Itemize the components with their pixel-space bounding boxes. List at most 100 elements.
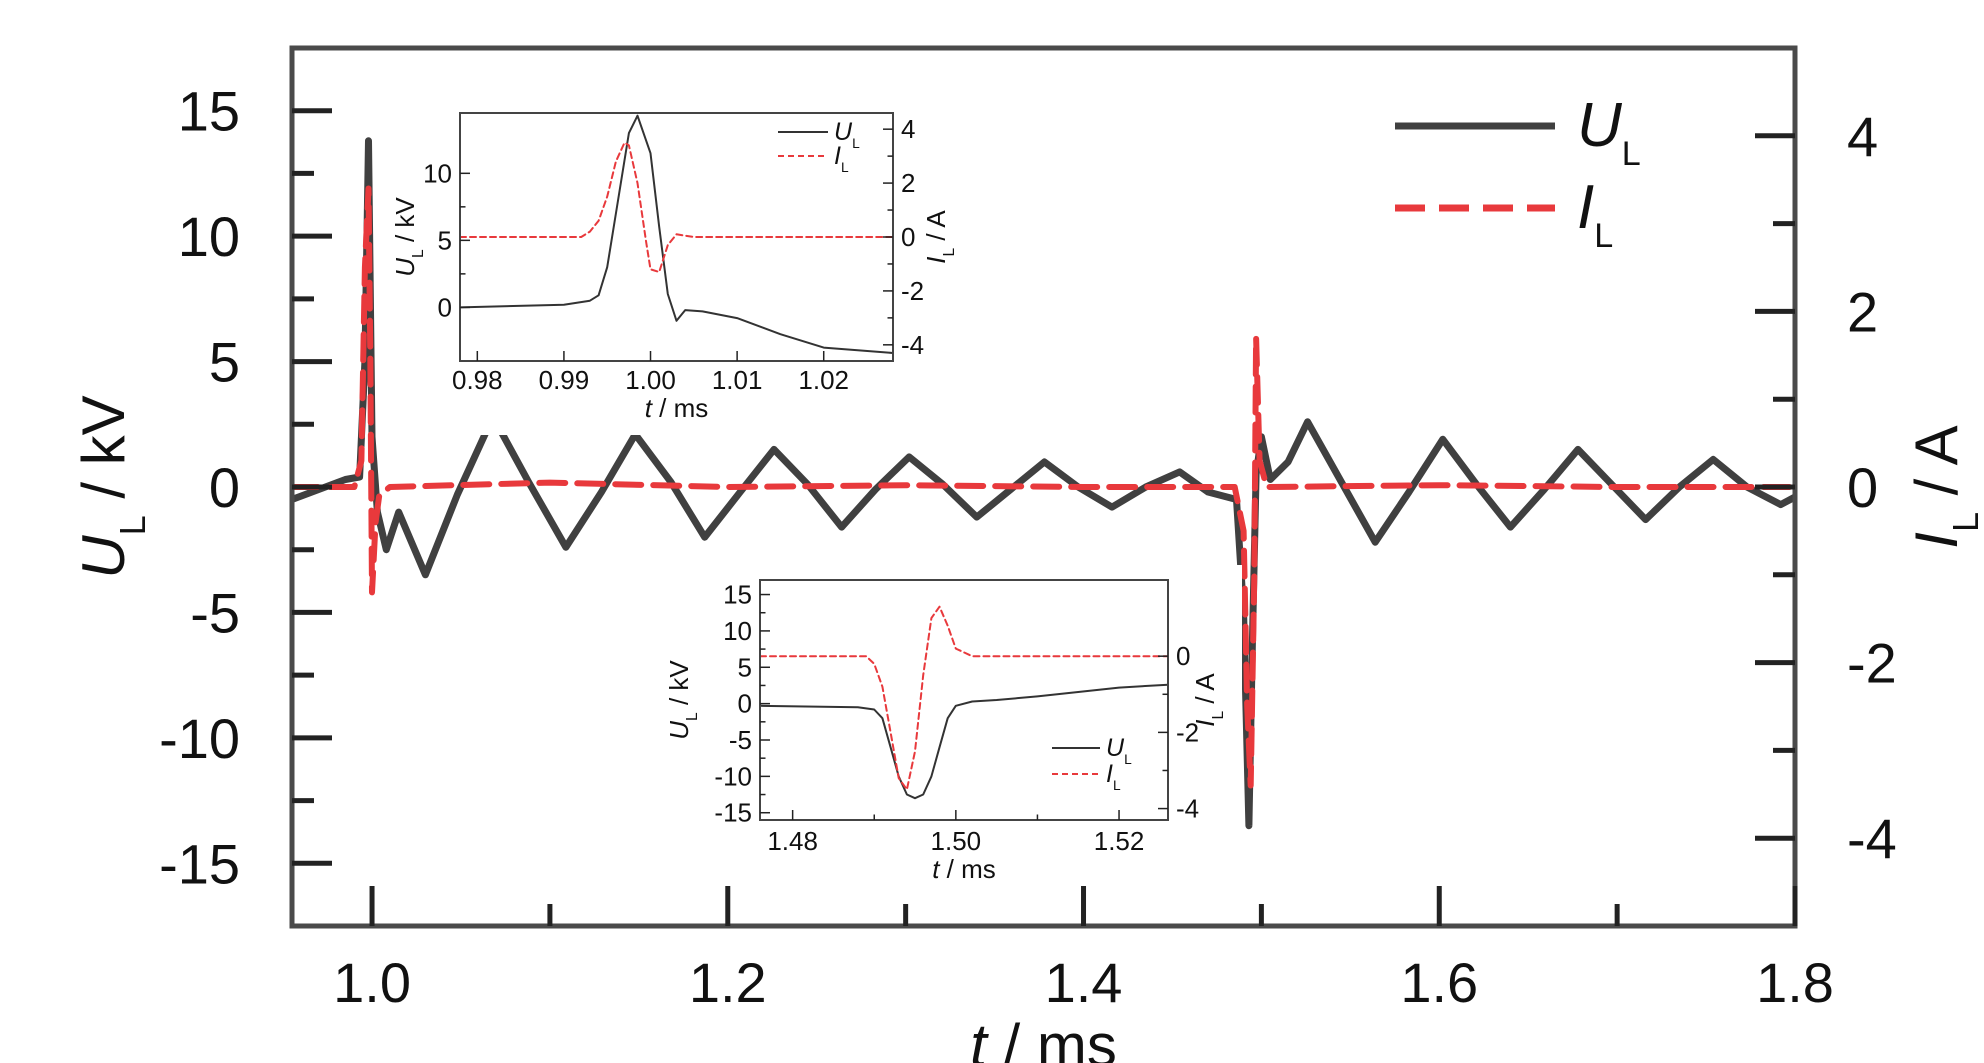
series-group (292, 137, 1795, 830)
y-left-tick-label: 0 (438, 292, 452, 322)
y-right-axis-label-sub: L (1210, 711, 1227, 720)
y-right-tick-label: -2 (1176, 717, 1199, 747)
x-axis-label: t / ms (645, 393, 709, 423)
y-right-tick-label: -2 (901, 276, 924, 306)
y-right-tick-label: -2 (1847, 632, 1897, 695)
y-left-tick-label: -15 (714, 798, 752, 828)
y-right-tick-label: 4 (901, 114, 915, 144)
inset-plot-lower: 1.48 1.50 1.52 15 10 5 0 -5 -10 -15 0 -2 -4 t / ms UL … (662, 565, 1242, 885)
main-plot: 1.0 1.2 1.4 1.6 1.8 15 10 5 0 -5 -10 -15 4 2 0 -2 -4 t / … (70, 45, 1984, 1063)
series-line-ul (292, 137, 1795, 830)
y-right-axis-label-var: I (921, 257, 951, 264)
y-right-tick-label: 2 (901, 168, 915, 198)
y-left-tick-label: 0 (209, 456, 240, 519)
series-group (460, 114, 893, 354)
y-left-axis-label-unit: / kV (70, 395, 137, 515)
inset-lower-background (662, 565, 1242, 885)
legend-label-var: U (1577, 91, 1623, 160)
legend-label-var: I (834, 142, 841, 170)
y-left-tick-label: -5 (190, 581, 240, 644)
inset-plot-upper: 0.98 0.99 1.00 1.01 1.02 10 5 0 4 2 0 -2 -4 t / ms UL … (390, 100, 970, 435)
x-tick-label: 1.50 (931, 826, 982, 856)
x-tick-label: 1.6 (1400, 951, 1478, 1014)
legend-label-sub: L (1124, 752, 1132, 767)
x-tick-label: 1.01 (712, 365, 763, 395)
y-left-tick-label: 10 (423, 158, 452, 188)
x-axis-label-unit: / ms (939, 854, 995, 884)
legend-label-sub: L (852, 136, 860, 151)
plot-frame (759, 579, 1169, 821)
series-line-ul (460, 114, 893, 354)
y-right-axis-label: IL / A (1190, 673, 1227, 727)
series-group (760, 605, 1168, 800)
legend-label-ul: UL (1577, 91, 1641, 173)
series-line-il (460, 141, 893, 273)
legend-label-var: U (834, 118, 853, 146)
y-right-tick-label: 0 (1176, 641, 1190, 671)
y-right-tick-label: -4 (1847, 807, 1897, 870)
y-left-axis-label-sub: L (112, 515, 153, 535)
x-axis-label: t / ms (970, 1012, 1117, 1063)
y-left-tick-label: 15 (723, 580, 752, 610)
y-left-axis-label: UL / kV (70, 395, 153, 578)
legend-label-il: IL (1577, 173, 1613, 255)
y-right-tick-label: -4 (1176, 794, 1199, 824)
series-line-il (292, 185, 1795, 789)
y-right-axis-label: IL / A (921, 210, 958, 264)
y-right-axis-label-var: I (1190, 720, 1220, 727)
legend-label-sub: L (1594, 217, 1613, 255)
y-left-axis-label-sub: L (410, 249, 427, 258)
y-right-axis-label: IL / A (1903, 425, 1984, 548)
series-line-ul (760, 683, 1168, 800)
y-left-tick-label: 5 (438, 225, 452, 255)
y-right-axis-label-unit: / A (1190, 673, 1220, 711)
y-left-axis-label: UL / kV (664, 660, 701, 740)
y-right-axis-label-var: I (1903, 532, 1970, 549)
legend-label-il: IL (1106, 760, 1121, 793)
y-right-tick-label: 0 (1847, 456, 1878, 519)
y-left-tick-label: 5 (738, 652, 752, 682)
x-tick-label: 1.4 (1045, 951, 1123, 1014)
x-axis-label-unit: / ms (987, 1012, 1117, 1063)
x-tick-label: 1.52 (1094, 826, 1145, 856)
series-line-il (760, 605, 1168, 791)
y-right-axis-label-unit: / A (921, 210, 951, 248)
y-left-tick-label: 0 (738, 689, 752, 719)
y-right-axis-label-sub: L (1945, 512, 1984, 532)
y-left-tick-label: -5 (729, 725, 752, 755)
x-tick-label: 1.48 (767, 826, 818, 856)
x-axis-label-var: t (645, 393, 654, 423)
inset-upper-background (410, 100, 970, 435)
legend-label-ul: UL (1106, 734, 1132, 767)
y-left-tick-label: 10 (178, 205, 240, 268)
y-left-axis-label-unit: / kV (390, 197, 420, 250)
y-right-axis-label-unit: / A (1903, 425, 1970, 512)
x-tick-label: 1.0 (333, 951, 411, 1014)
y-left-tick-label: 15 (178, 80, 240, 143)
y-right-tick-label: -4 (901, 330, 924, 360)
legend-label-sub: L (1113, 778, 1121, 793)
y-right-axis-label-sub: L (941, 248, 958, 257)
y-left-tick-label: -15 (159, 832, 240, 895)
legend-label-sub: L (1622, 135, 1641, 173)
y-left-axis-label: UL / kV (390, 197, 427, 277)
x-tick-label: 0.99 (539, 365, 590, 395)
x-axis-label-unit: / ms (652, 393, 708, 423)
x-tick-label: 1.8 (1756, 951, 1834, 1014)
legend-label-var: U (1106, 734, 1125, 762)
x-tick-label: 1.02 (798, 365, 849, 395)
x-axis-label-var: t (970, 1012, 989, 1063)
y-left-tick-label: -10 (714, 761, 752, 791)
y-left-axis-label-unit: / kV (664, 660, 694, 713)
x-axis-label: t / ms (932, 854, 996, 884)
legend-label-var: I (1577, 173, 1594, 242)
y-left-axis-label-var: U (390, 258, 420, 277)
y-right-tick-label: 4 (1847, 105, 1878, 168)
y-left-tick-label: 10 (723, 616, 752, 646)
x-axis-label-var: t (932, 854, 941, 884)
y-right-tick-label: 2 (1847, 280, 1878, 343)
